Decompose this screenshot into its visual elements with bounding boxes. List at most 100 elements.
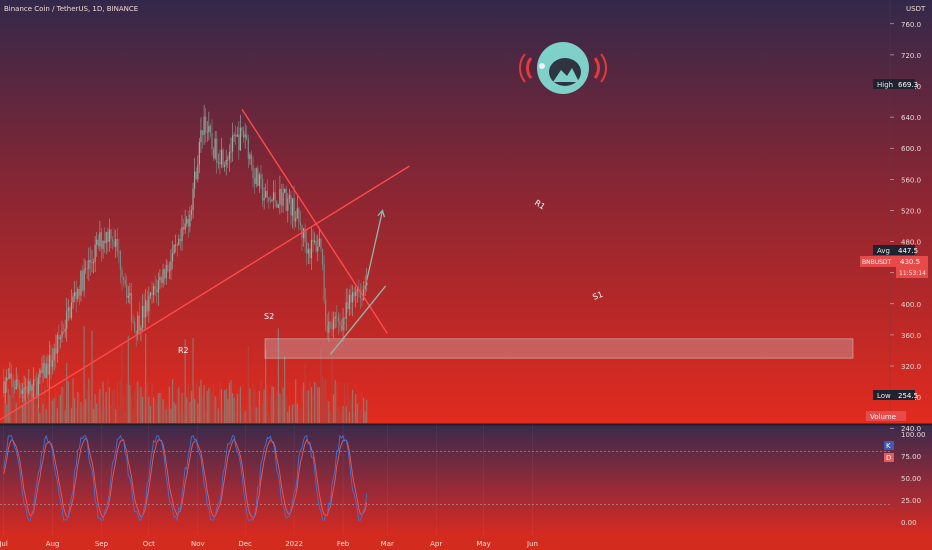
- candle-body: [285, 188, 287, 211]
- candle-body: [62, 331, 65, 333]
- volume-bar: [266, 386, 268, 423]
- volume-bar: [190, 390, 193, 423]
- countdown-value: 11:53:14: [899, 270, 926, 277]
- volume-bar: [293, 404, 295, 423]
- currency-label: USDT: [906, 5, 926, 13]
- volume-bar: [257, 407, 259, 423]
- volume-bar: [74, 398, 76, 423]
- price-tick-label: 480.0: [901, 239, 921, 247]
- volume-bar: [209, 388, 212, 423]
- volume-bar: [299, 409, 302, 423]
- volume-bar: [66, 363, 68, 423]
- candle-body: [192, 188, 194, 211]
- volume-bar: [356, 403, 358, 423]
- volume-bar: [26, 401, 28, 423]
- volume-label: Volume: [870, 413, 896, 421]
- candle-body: [132, 321, 134, 323]
- candle-body: [162, 269, 164, 283]
- candle-body: [105, 231, 107, 244]
- candle-body: [246, 134, 248, 139]
- candle-body: [165, 264, 167, 279]
- volume-bar: [72, 378, 74, 423]
- candle-body: [167, 264, 169, 271]
- candle-body: [17, 379, 19, 386]
- volume-bar: [179, 411, 182, 423]
- volume-bar: [200, 379, 202, 423]
- volume-bar: [83, 326, 85, 423]
- candle-body: [284, 188, 286, 193]
- candle-body: [216, 138, 218, 163]
- candle-body: [152, 286, 155, 296]
- volume-bar: [159, 393, 161, 423]
- candle-body: [208, 125, 210, 132]
- volume-bar: [23, 390, 25, 423]
- candle-body: [301, 225, 303, 239]
- volume-bar: [291, 404, 294, 423]
- candle-body: [214, 138, 216, 159]
- volume-bar: [167, 405, 169, 423]
- volume-bar: [254, 389, 256, 423]
- candle-body: [353, 292, 355, 297]
- candle-body: [154, 286, 156, 290]
- volume-bar: [17, 381, 19, 423]
- candle-body: [56, 335, 58, 354]
- candle-body: [130, 292, 133, 322]
- volume-bar: [134, 390, 136, 423]
- candle-body: [37, 377, 39, 396]
- avg-label: Avg: [877, 247, 890, 255]
- candle-body: [48, 354, 50, 375]
- candle-body: [100, 232, 103, 249]
- candle-body: [252, 165, 254, 179]
- candle-body: [326, 325, 328, 333]
- volume-bar: [121, 346, 123, 423]
- volume-bar: [187, 383, 189, 423]
- volume-bar: [233, 397, 235, 423]
- candle-body: [134, 321, 136, 331]
- candle-body: [332, 318, 335, 330]
- candle-body: [340, 325, 343, 331]
- volume-bar: [135, 382, 137, 423]
- candle-body: [20, 388, 22, 394]
- candle-body: [269, 201, 272, 202]
- volume-bar: [32, 382, 35, 423]
- candle-body: [51, 360, 54, 367]
- candle-body: [29, 381, 32, 391]
- volume-bar: [277, 328, 279, 423]
- volume-bar: [314, 382, 316, 423]
- candle-body: [219, 162, 221, 165]
- price-tick-label: 360.0: [901, 332, 921, 340]
- candle-body: [61, 331, 63, 338]
- volume-bar: [227, 398, 229, 423]
- candle-body: [97, 239, 99, 247]
- volume-bar: [271, 386, 273, 423]
- volume-bar: [119, 379, 122, 423]
- candle-body: [211, 132, 213, 150]
- volume-bar: [122, 393, 125, 423]
- volume-bar: [362, 397, 365, 423]
- candle-body: [347, 302, 349, 310]
- candle-body: [72, 296, 74, 303]
- volume-bar: [222, 410, 224, 423]
- volume-bar: [216, 397, 218, 423]
- candle-body: [197, 164, 199, 180]
- annotation-s2: S2: [264, 312, 274, 321]
- volume-bar: [118, 406, 120, 423]
- volume-bar: [325, 378, 327, 423]
- candle-body: [176, 244, 178, 246]
- candle-body: [249, 154, 251, 159]
- candle-body: [159, 277, 161, 281]
- price-tick-label: 240.0: [901, 425, 921, 433]
- time-axis-label: May: [476, 540, 490, 548]
- candle-body: [314, 240, 316, 243]
- volume-bar: [67, 381, 69, 423]
- candle-body: [227, 159, 229, 161]
- candle-body: [293, 198, 295, 222]
- candle-body: [233, 135, 235, 136]
- volume-bar: [137, 381, 139, 423]
- volume-bar: [165, 409, 167, 423]
- volume-bar: [214, 396, 216, 423]
- candle-body: [318, 238, 320, 247]
- candle-body: [255, 168, 257, 185]
- volume-bar: [268, 412, 270, 423]
